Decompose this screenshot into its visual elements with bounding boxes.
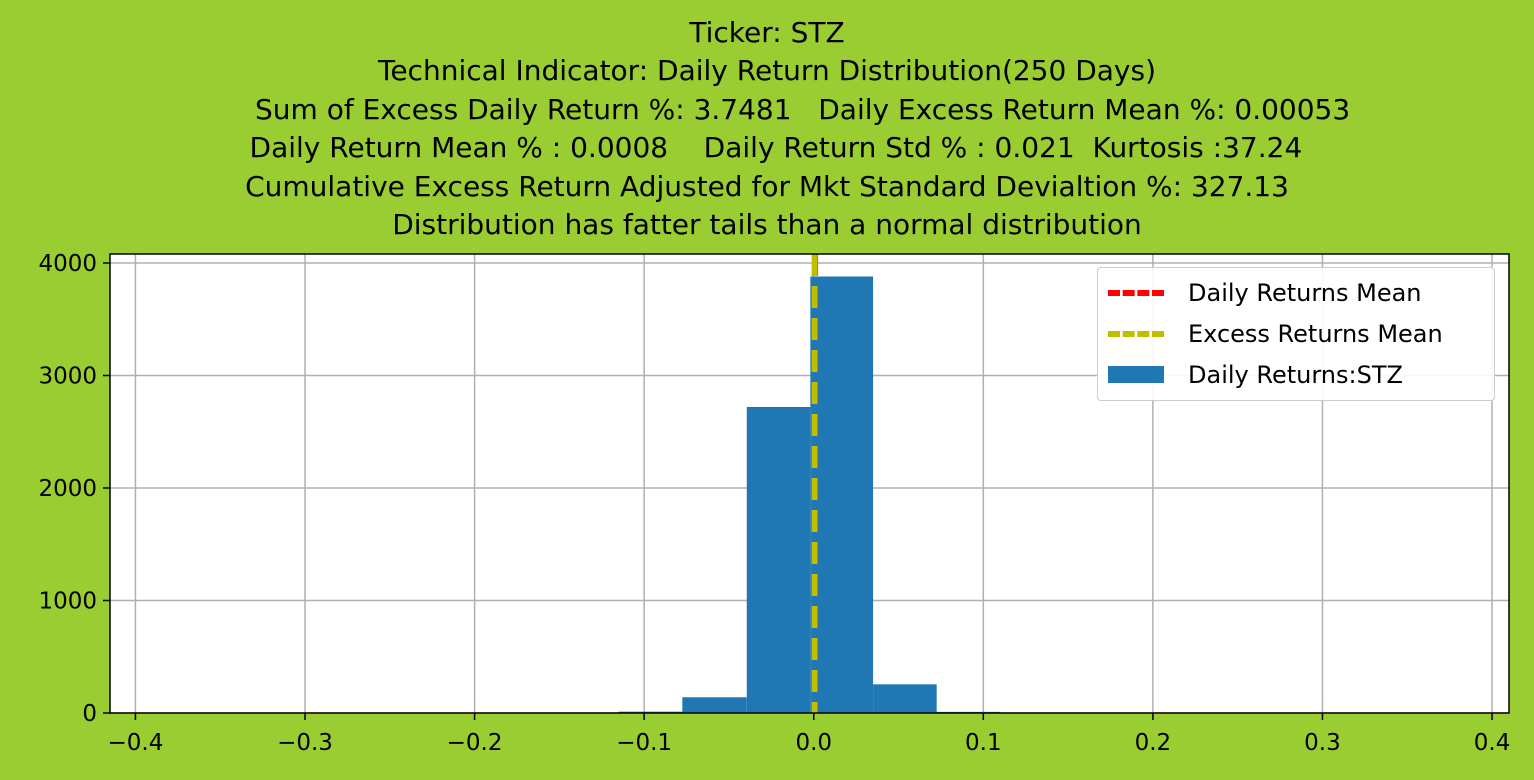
x-tick-label: −0.1 [616, 730, 672, 756]
title-line-distribution-note: Distribution has fatter tails than a nor… [392, 208, 1142, 242]
x-tick-label: 0.0 [795, 730, 832, 756]
y-tick-label: 3000 [38, 364, 97, 390]
legend-label-excess-mean: Excess Returns Mean [1188, 320, 1443, 348]
title-line-ticker: Ticker: STZ [689, 16, 845, 49]
legend-swatch-daily-returns [1108, 361, 1164, 389]
x-tick-label: 0.1 [965, 730, 1002, 756]
title-line-indicator: Technical Indicator: Daily Return Distri… [377, 54, 1157, 88]
legend-item-daily-returns: Daily Returns:STZ [1108, 358, 1403, 392]
x-tick-label: −0.2 [447, 730, 503, 756]
x-tick-label: 0.4 [1474, 730, 1511, 756]
chart-title: Ticker: STZ Technical Indicator: Daily R… [0, 14, 1534, 244]
y-tick-label: 2000 [38, 476, 97, 502]
y-axis: 0 1000 2000 3000 4000 [38, 251, 110, 727]
legend-label-daily-mean: Daily Returns Mean [1188, 279, 1422, 307]
y-tick-label: 1000 [38, 589, 97, 615]
histogram-bar [873, 684, 937, 713]
legend-label-daily-returns: Daily Returns:STZ [1188, 361, 1403, 389]
x-tick-label: 0.2 [1135, 730, 1172, 756]
plot-frame [109, 253, 1510, 714]
x-tick-label: −0.3 [277, 730, 333, 756]
legend-item-daily-mean: Daily Returns Mean [1108, 276, 1422, 310]
legend-item-excess-mean: Excess Returns Mean [1108, 317, 1443, 351]
legend-swatch-daily-mean [1108, 279, 1164, 307]
title-line-excess-stats: Sum of Excess Daily Return %: 3.7481 Dai… [183, 92, 1351, 126]
title-line-cumulative: Cumulative Excess Return Adjusted for Mk… [245, 169, 1289, 203]
legend: Daily Returns Mean Excess Returns Mean D… [1097, 267, 1495, 401]
x-tick-label: −0.4 [108, 730, 164, 756]
y-tick-label: 4000 [38, 251, 97, 277]
y-tick-label: 0 [82, 701, 97, 727]
x-tick-label: 0.3 [1304, 730, 1341, 756]
legend-swatch-excess-mean [1108, 320, 1164, 348]
title-line-return-stats: Daily Return Mean % : 0.0008 Daily Retur… [231, 131, 1303, 165]
histogram-bar [810, 276, 874, 713]
histogram-bar [682, 697, 747, 713]
histogram-bars [618, 276, 1001, 713]
histogram-bar [746, 407, 811, 713]
x-axis: −0.4 −0.3 −0.2 −0.1 0.0 0.1 0.2 0.3 0.4 [108, 713, 1511, 756]
